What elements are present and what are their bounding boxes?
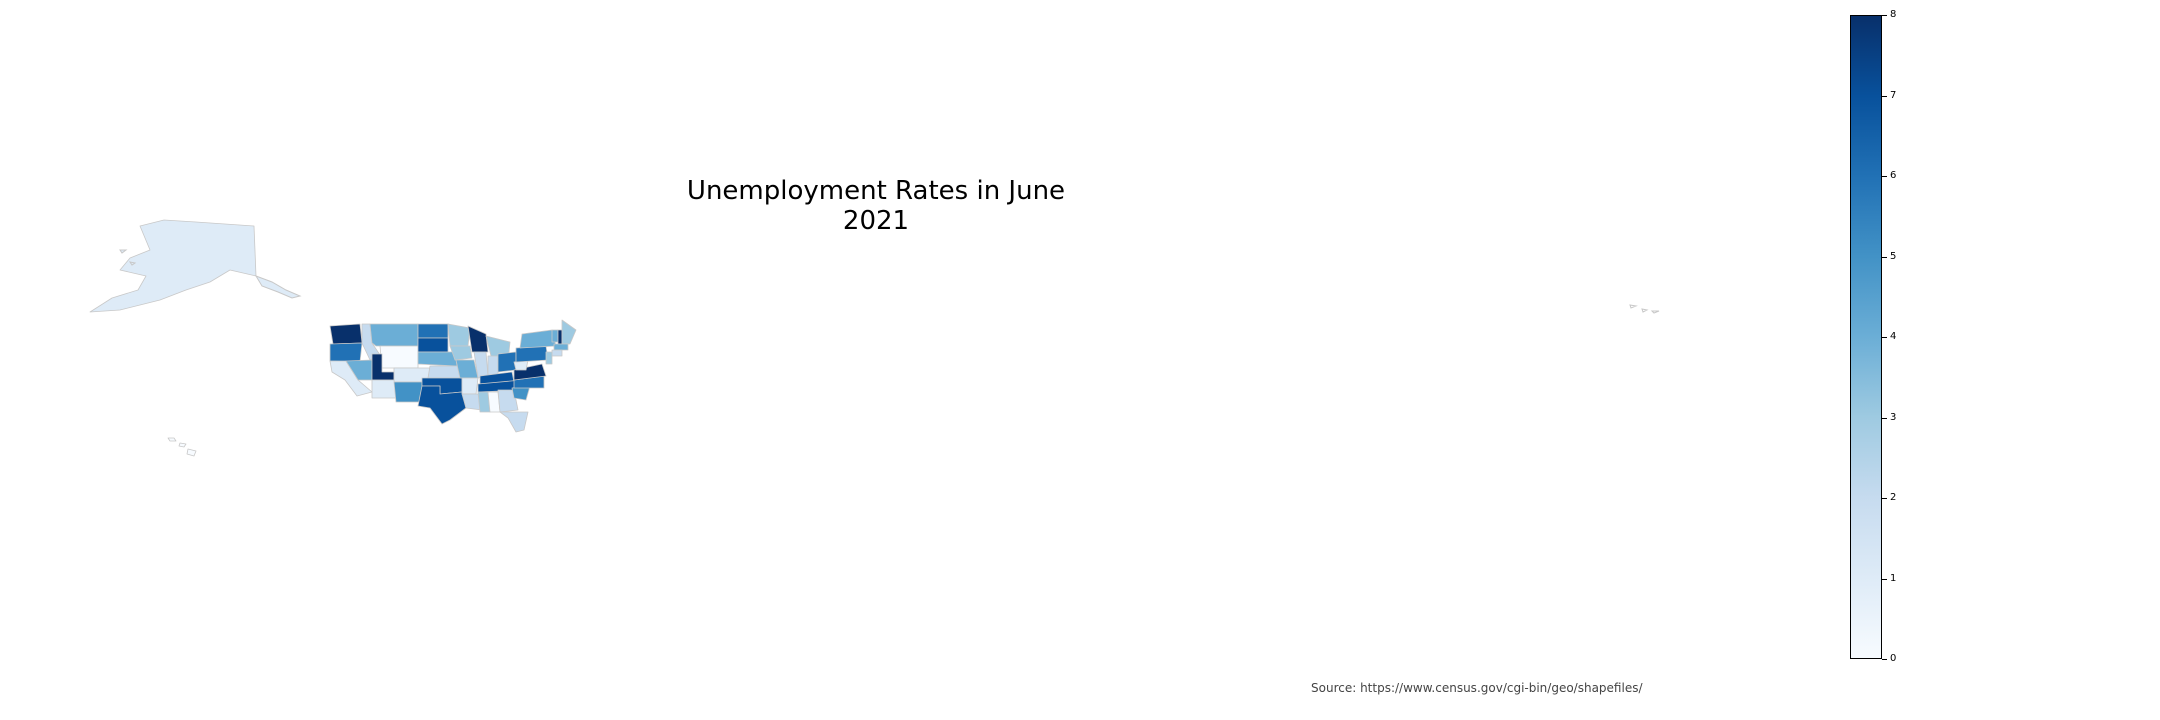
state-indiana <box>487 355 499 377</box>
colorbar-tick-label: 2 <box>1890 492 1897 503</box>
state-iowa <box>449 345 473 361</box>
state-pennsylvania <box>515 345 549 363</box>
map-title: Unemployment Rates in June 2021 <box>686 176 1066 236</box>
state-arizona <box>371 379 397 399</box>
source-credit: Source: https://www.census.gov/cgi-bin/g… <box>1311 681 1643 695</box>
state-north-dakota <box>417 323 449 339</box>
regions-layer <box>89 219 577 457</box>
state-massachusetts <box>553 343 569 351</box>
state-kansas <box>427 365 461 379</box>
state-missouri <box>455 359 479 379</box>
colorbar <box>1850 15 1882 659</box>
state-nebraska <box>417 351 458 367</box>
state-montana <box>369 323 419 347</box>
state-hawaii <box>167 437 197 457</box>
state-texas <box>417 385 467 425</box>
colorbar-tick-mark <box>1882 337 1887 338</box>
colorbar-tick-label: 3 <box>1890 411 1897 423</box>
colorbar-tick-label: 0 <box>1890 653 1897 664</box>
state-new-york <box>519 329 557 349</box>
state-connecticut <box>551 349 563 357</box>
colorbar-tick-label: 5 <box>1890 250 1897 262</box>
state-washington <box>329 323 363 345</box>
colorbar-tick-label: 6 <box>1890 170 1897 181</box>
colorbar-tick-mark <box>1882 578 1887 580</box>
far-island-fragment <box>1629 304 1660 314</box>
colorbar-tick-mark <box>1882 176 1887 177</box>
colorbar-tick-mark <box>1882 417 1887 419</box>
state-florida <box>499 411 529 433</box>
state-virginia <box>513 363 547 381</box>
colorbar-tick-label: 8 <box>1890 9 1897 20</box>
state-georgia <box>497 389 519 413</box>
state-vermont <box>551 329 559 343</box>
state-south-dakota <box>417 337 449 353</box>
state-wisconsin <box>467 325 489 353</box>
colorbar-tick-mark <box>1882 95 1887 97</box>
state-alaska <box>89 219 257 313</box>
colorbar-tick-label: 7 <box>1890 89 1897 101</box>
state-minnesota <box>447 323 471 347</box>
state-ohio <box>497 351 517 373</box>
state-wyoming <box>379 345 419 369</box>
alaska-island-chain <box>119 249 302 299</box>
state-oregon <box>329 342 363 363</box>
state-new-jersey <box>545 351 553 365</box>
colorbar-tick-label: 1 <box>1890 572 1897 584</box>
colorbar-tick-mark <box>1882 256 1887 258</box>
state-arkansas <box>461 377 479 395</box>
colorbar-tick-label: 4 <box>1890 331 1897 342</box>
colorbar-tick-mark <box>1882 15 1887 16</box>
state-maine <box>561 319 577 345</box>
colorbar-tick-mark <box>1882 659 1887 660</box>
colorbar-tick-mark <box>1882 498 1887 499</box>
state-new-mexico <box>393 381 423 403</box>
state-new-hampshire <box>557 329 563 345</box>
